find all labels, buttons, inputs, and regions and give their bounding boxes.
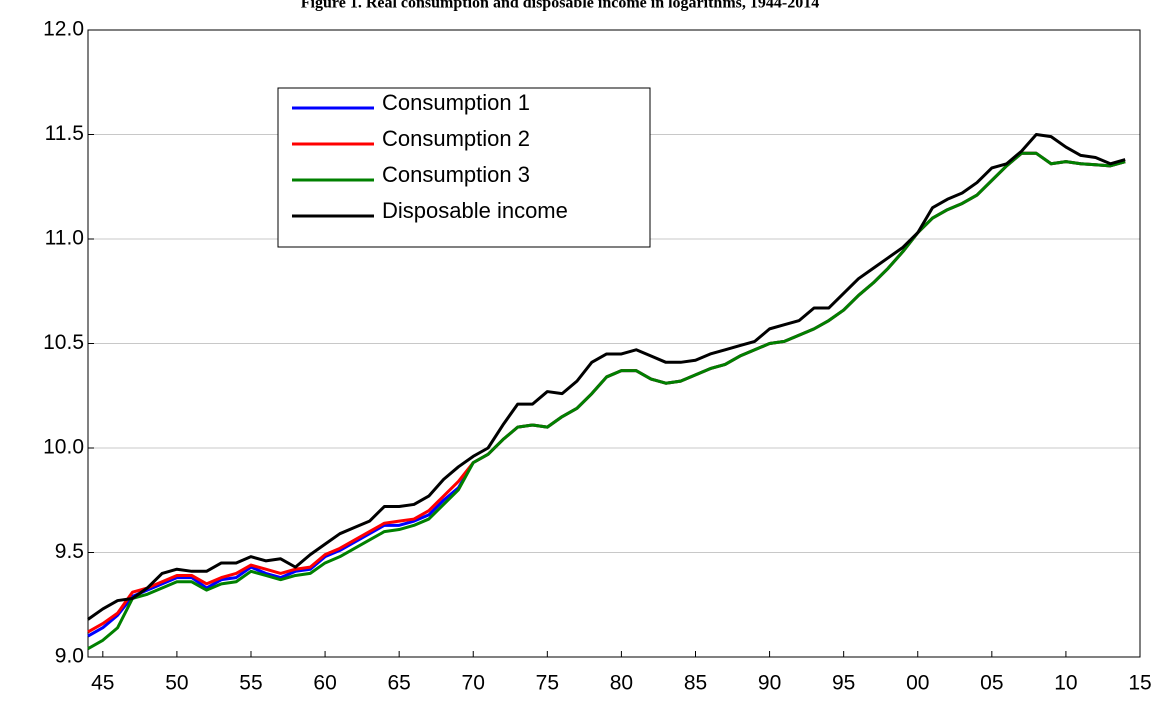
x-tick-label: 45 [91, 672, 114, 695]
x-tick-label: 95 [832, 672, 855, 695]
x-tick-label: 85 [684, 672, 707, 695]
x-tick-label: 15 [1128, 672, 1151, 695]
legend-box [277, 87, 651, 248]
y-tick-label: 9.0 [55, 645, 84, 668]
y-tick-label: 12.0 [43, 18, 84, 41]
x-tick-label: 70 [462, 672, 485, 695]
x-tick-label: 60 [313, 672, 336, 695]
x-tick-label: 05 [980, 672, 1003, 695]
x-tick-label: 80 [610, 672, 633, 695]
y-tick-label: 9.5 [55, 540, 84, 563]
x-tick-label: 10 [1054, 672, 1077, 695]
legend-label: Consumption 3 [382, 162, 530, 187]
series-line [87, 133, 1126, 621]
y-tick-label: 11.5 [45, 122, 84, 145]
x-tick-label: 90 [758, 672, 781, 695]
series-line [87, 151, 1126, 650]
x-tick-label: 50 [165, 672, 188, 695]
y-tick-label: 11.0 [45, 227, 84, 250]
legend-label: Consumption 1 [382, 90, 530, 115]
y-tick-label: 10.0 [43, 436, 84, 459]
x-tick-label: 55 [239, 672, 262, 695]
x-tick-label: 75 [536, 672, 559, 695]
y-tick-label: 10.5 [43, 331, 84, 354]
legend-label: Disposable income [382, 198, 568, 223]
x-tick-label: 00 [906, 672, 929, 695]
x-tick-label: 65 [387, 672, 410, 695]
chart-title: Figure 1. Real consumption and disposabl… [301, 0, 819, 12]
legend: Consumption 1 Consumption 2 Consumption 3 D… [277, 87, 651, 248]
legend-label: Consumption 2 [382, 126, 530, 151]
plot-frame [87, 29, 1141, 658]
